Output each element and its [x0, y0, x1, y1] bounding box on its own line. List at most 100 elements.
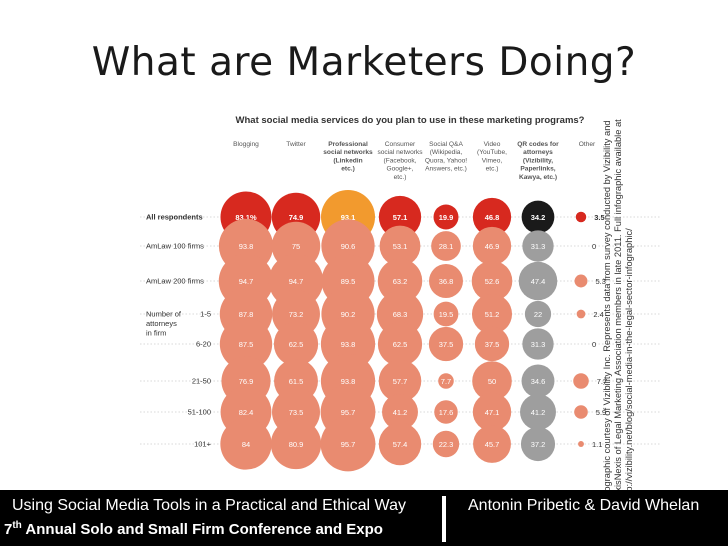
bubbles: 83.1% 74.9 93.1 57.1 19.9 46.8 34.2 3.5 93.8 75 90…: [218, 189, 607, 472]
column-header-line: attorneys: [523, 149, 553, 156]
column-header-line: Video: [484, 141, 501, 148]
bubble: [433, 204, 459, 230]
bubble-value-label: 63.2: [393, 277, 408, 286]
bubble: [474, 326, 510, 362]
bubble: [431, 231, 461, 261]
bubble-value-label: 37.5: [439, 340, 454, 349]
column-header-line: Consumer: [385, 141, 416, 148]
bubble: [471, 260, 513, 302]
bubble-value-label: 47.4: [531, 277, 546, 286]
bubble-value-label: 19.5: [439, 310, 454, 319]
row-label: AmLaw 100 firms: [146, 242, 204, 251]
bubble-value-label: 95.7: [341, 408, 356, 417]
column-header-line: (Facebook,: [384, 157, 417, 164]
bubble: [578, 441, 584, 447]
bubble: [574, 405, 588, 419]
bubble-value-label: 93.8: [239, 242, 254, 251]
bubble-value-label: 90.2: [341, 310, 356, 319]
bubble: [518, 261, 558, 301]
column-header-line: (Linkedin: [333, 157, 362, 164]
footer-bar: Using Social Media Tools in a Practical …: [0, 490, 728, 546]
bubble-value-label: 87.5: [239, 340, 254, 349]
column-header-line: Twitter: [286, 141, 306, 148]
column-header-line: Quora, Yahoo!: [425, 157, 467, 164]
bubble-value-label: 28.1: [439, 242, 454, 251]
bubble-value-label: 51.2: [485, 310, 500, 319]
bubble: [432, 430, 460, 458]
bubble: [377, 258, 423, 304]
row-label: 6-20: [196, 340, 211, 349]
row-group-label: Number of: [146, 310, 182, 319]
bubble: [472, 392, 512, 432]
column-header-line: Answers, etc.): [425, 166, 467, 173]
column-header-line: Google+,: [387, 166, 414, 173]
chart-title: What social media services do you plan t…: [236, 115, 585, 126]
bubble: [273, 321, 319, 367]
bubble-value-label: 53.1: [393, 242, 408, 251]
bubble: [521, 200, 555, 234]
row-label: 101+: [194, 440, 212, 449]
bubble: [382, 394, 418, 430]
bubble-value-label: 75: [292, 242, 300, 251]
bubble: [378, 195, 422, 239]
column-header-line: etc.): [394, 174, 407, 181]
row-group-label: in firm: [146, 329, 166, 338]
footer-session-title: Using Social Media Tools in a Practical …: [12, 497, 406, 514]
bubble: [522, 328, 554, 360]
bubble-value-label: 46.9: [485, 242, 500, 251]
bubble-value-label: 22.3: [439, 440, 454, 449]
row-label: 51-100: [188, 408, 211, 417]
bubble-value-label: 22: [534, 310, 542, 319]
bubble: [428, 326, 464, 362]
bubble-value-label: 94.7: [289, 277, 304, 286]
bubble-value-label: 3.5: [594, 213, 604, 222]
footer-conference-ordinal-suffix: th: [12, 520, 22, 531]
bubble: [520, 426, 556, 462]
bubble-value-label: 93.8: [341, 377, 356, 386]
bubble-value-label: 62.5: [393, 340, 408, 349]
bubble-value-label: 31.3: [531, 242, 546, 251]
bubble: [378, 359, 422, 403]
bubble: [377, 321, 423, 367]
column-header-line: Other: [579, 141, 596, 148]
bubble-value-label: 74.9: [289, 213, 304, 222]
row-labels: All respondents AmLaw 100 firms AmLaw 200 …: [146, 213, 212, 449]
bubble: [574, 274, 588, 288]
bubble: [429, 264, 463, 298]
bubble-value-label: 83.1%: [235, 213, 257, 222]
bubble-value-label: 57.4: [393, 440, 408, 449]
row-label: AmLaw 200 firms: [146, 277, 204, 286]
bubble-value-label: 31.3: [531, 340, 546, 349]
column-header-line: (YouTube,: [477, 149, 507, 156]
bubble: [472, 361, 512, 401]
column-header-line: QR codes for: [517, 141, 559, 148]
bubble-value-label: 5.3: [595, 277, 605, 286]
bubble-value-label: 76.9: [239, 377, 254, 386]
bubble-value-label: 1.1: [592, 440, 602, 449]
bubble: [573, 373, 589, 389]
bubble-value-label: 37.5: [485, 340, 500, 349]
bubble: [433, 301, 459, 327]
bubble-value-label: 7.7: [597, 377, 607, 386]
bubble: [473, 425, 511, 463]
column-header-line: etc.): [486, 166, 499, 173]
bubble: [521, 364, 555, 398]
bubble: [434, 400, 458, 424]
bubble-value-label: 50: [488, 377, 496, 386]
bubble-value-label: 89.5: [341, 277, 356, 286]
bubble-value-label: 87.8: [239, 310, 254, 319]
column-header-line: social networks: [323, 149, 373, 156]
bubble: [379, 225, 421, 267]
bubble-value-label: 94.7: [239, 277, 254, 286]
bubble-value-label: 57.1: [393, 213, 408, 222]
bubble: [520, 394, 556, 430]
bubble-value-label: 17.6: [439, 408, 454, 417]
bubble: [472, 226, 512, 266]
bubble-value-label: 62.5: [289, 340, 304, 349]
bubble-value-label: 46.8: [485, 213, 500, 222]
bubble-chart: What social media services do you plan t…: [140, 115, 660, 472]
row-label: 21-50: [192, 377, 211, 386]
bubble-value-label: 36.8: [439, 277, 454, 286]
bubble: [220, 418, 272, 470]
bubble-value-label: 2.4: [593, 310, 603, 319]
